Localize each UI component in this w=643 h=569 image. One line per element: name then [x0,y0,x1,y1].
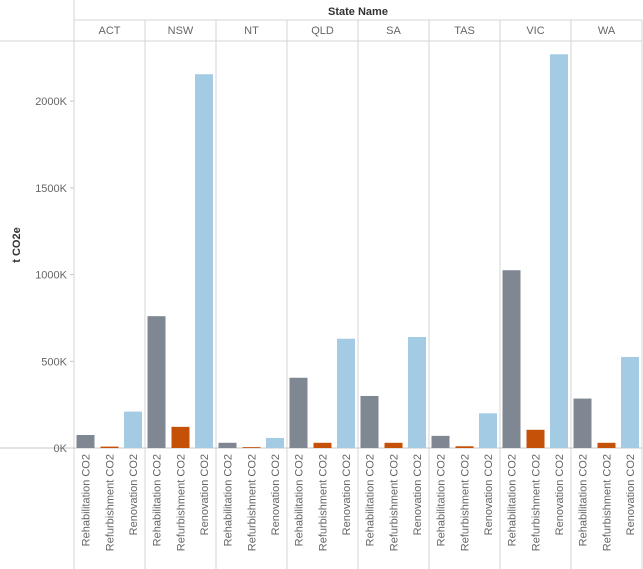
category-label: Refurbishment CO2 [105,454,117,551]
state-header-act: ACT [99,25,121,37]
bar-nsw-renovation-co2[interactable] [195,74,213,448]
category-label: Rehabilitation CO2 [507,454,519,546]
category-label: Refurbishment CO2 [460,454,472,551]
state-header-wa: WA [598,25,616,37]
bar-wa-renovation-co2[interactable] [621,356,639,448]
category-label: Refurbishment CO2 [318,454,330,551]
state-header-sa: SA [386,25,401,37]
category-label: Rehabilitation CO2 [578,454,590,546]
y-tick-label: 1500K [35,183,67,195]
y-axis-label: t CO2e [11,227,23,262]
category-label: Rehabilitation CO2 [436,454,448,546]
bar-tas-refurbishment-co2[interactable] [455,446,474,448]
category-label: Rehabilitation CO2 [223,454,235,546]
state-header-vic: VIC [526,25,544,37]
category-label: Renovation CO2 [412,454,424,535]
bar-wa-rehabilitation-co2[interactable] [573,398,592,448]
bar-wa-refurbishment-co2[interactable] [597,442,616,448]
category-label: Renovation CO2 [128,454,140,535]
bar-tas-renovation-co2[interactable] [479,413,497,448]
state-header-tas: TAS [454,25,475,37]
bar-sa-refurbishment-co2[interactable] [384,442,403,448]
bar-nsw-refurbishment-co2[interactable] [171,426,190,448]
y-tick-label: 500K [41,356,67,368]
bar-act-renovation-co2[interactable] [124,411,142,448]
chart-title: State Name [328,6,388,18]
bar-vic-refurbishment-co2[interactable] [526,429,545,448]
category-label: Rehabilitation CO2 [81,454,93,546]
category-label: Refurbishment CO2 [389,454,401,551]
bar-tas-rehabilitation-co2[interactable] [431,435,450,448]
bar-qld-rehabilitation-co2[interactable] [289,377,308,448]
y-tick-label: 0K [54,443,68,455]
y-tick-label: 1000K [35,270,67,282]
bar-qld-refurbishment-co2[interactable] [313,442,332,448]
category-label: Rehabilitation CO2 [294,454,306,546]
category-label: Renovation CO2 [625,454,637,535]
category-label: Rehabilitation CO2 [365,454,377,546]
bar-sa-rehabilitation-co2[interactable] [360,395,379,448]
state-header-nt: NT [244,25,259,37]
bar-nsw-rehabilitation-co2[interactable] [147,316,166,448]
state-header-qld: QLD [311,25,334,37]
state-headers: ACT NSW NT QLD SA TAS VIC WA [99,25,616,37]
category-label: Refurbishment CO2 [602,454,614,551]
bar-sa-renovation-co2[interactable] [408,336,426,448]
bar-qld-renovation-co2[interactable] [337,338,355,448]
state-header-nsw: NSW [168,25,194,37]
bar-nt-renovation-co2[interactable] [266,437,284,448]
bar-nt-refurbishment-co2[interactable] [242,447,261,448]
bar-vic-rehabilitation-co2[interactable] [502,270,521,448]
y-axis-ticks: 0K 500K 1000K 1500K 2000K [35,96,74,455]
y-tick-label: 2000K [35,96,67,108]
bar-act-refurbishment-co2[interactable] [100,446,119,448]
bar-marks [76,54,639,448]
category-label: Refurbishment CO2 [531,454,543,551]
category-label: Renovation CO2 [341,454,353,535]
category-label: Refurbishment CO2 [176,454,188,551]
category-label: Renovation CO2 [199,454,211,535]
category-label: Renovation CO2 [270,454,282,535]
category-label: Renovation CO2 [554,454,566,535]
bar-nt-rehabilitation-co2[interactable] [218,442,237,448]
category-labels: Rehabilitation CO2 Refurbishment CO2 Renov… [81,454,638,551]
bar-act-rehabilitation-co2[interactable] [76,434,95,448]
category-label: Refurbishment CO2 [247,454,259,551]
category-label: Renovation CO2 [483,454,495,535]
category-label: Rehabilitation CO2 [152,454,164,546]
bar-vic-renovation-co2[interactable] [550,54,568,448]
